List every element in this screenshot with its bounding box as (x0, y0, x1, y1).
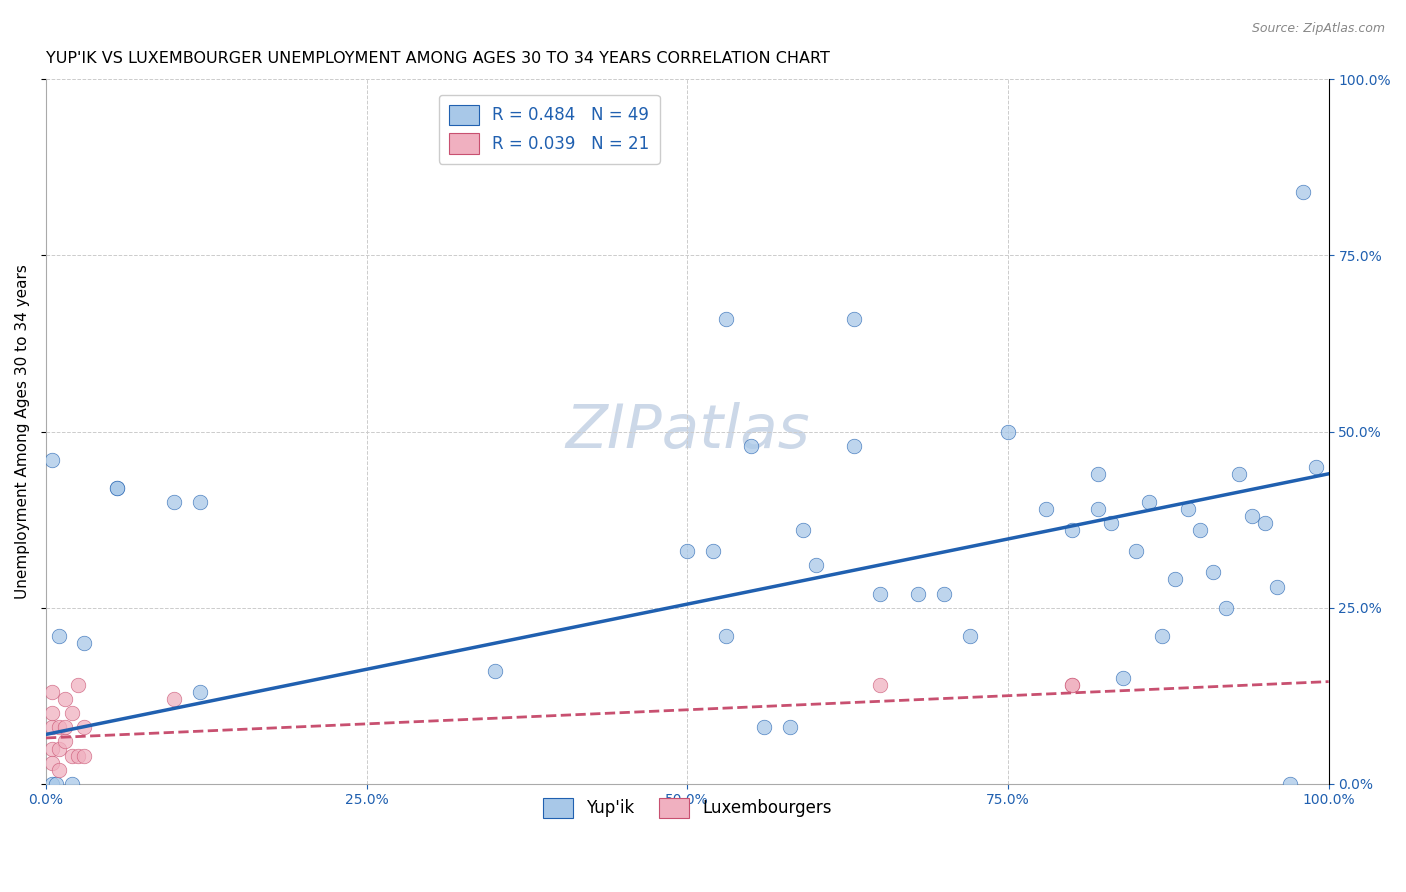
Point (842, 311, 865, 326)
Point (1164, 573, 1187, 587)
Point (188, 495, 211, 509)
Legend: Yup'ik, Luxembourgers: Yup'ik, Luxembourgers (536, 791, 839, 825)
Point (1137, 495, 1160, 509)
Point (1099, 516, 1122, 530)
Point (48, 720, 70, 734)
Point (1062, 678, 1084, 692)
Point (48, 763, 70, 777)
Point (163, 495, 186, 509)
Point (48, 741, 70, 756)
Point (1087, 467, 1109, 481)
Point (60, 777, 83, 791)
Point (67, 678, 90, 692)
Point (676, 544, 699, 558)
Point (163, 692, 186, 706)
Point (53, 720, 76, 734)
Y-axis label: Unemployment Among Ages 30 to 34 years: Unemployment Among Ages 30 to 34 years (15, 264, 30, 599)
Point (702, 544, 724, 558)
Point (53, 692, 76, 706)
Point (41, 756, 63, 770)
Point (1177, 502, 1199, 516)
Point (1253, 516, 1275, 530)
Point (1292, 185, 1315, 199)
Point (45, 777, 67, 791)
Point (932, 586, 955, 600)
Point (188, 685, 211, 699)
Point (1305, 459, 1327, 474)
Point (1035, 502, 1057, 516)
Point (48, 629, 70, 643)
Point (1227, 467, 1250, 481)
Point (53, 734, 76, 748)
Point (869, 678, 891, 692)
Text: YUP'IK VS LUXEMBOURGER UNEMPLOYMENT AMONG AGES 30 TO 34 YEARS CORRELATION CHART: YUP'IK VS LUXEMBOURGER UNEMPLOYMENT AMON… (46, 51, 830, 66)
Point (41, 720, 63, 734)
Point (73, 748, 96, 763)
Point (714, 629, 737, 643)
Point (779, 720, 801, 734)
Point (1125, 544, 1147, 558)
Point (842, 439, 865, 453)
Point (60, 748, 83, 763)
Point (1202, 566, 1225, 580)
Point (484, 664, 506, 678)
Point (1279, 777, 1302, 791)
Point (41, 452, 63, 467)
Point (73, 636, 96, 650)
Point (1150, 629, 1173, 643)
Point (1215, 600, 1237, 615)
Point (1087, 502, 1109, 516)
Point (1062, 523, 1084, 537)
Point (740, 439, 762, 453)
Point (41, 685, 63, 699)
Point (1062, 678, 1084, 692)
Point (41, 706, 63, 721)
Point (1112, 671, 1135, 685)
Point (67, 748, 90, 763)
Point (1240, 509, 1263, 524)
Point (41, 741, 63, 756)
Point (41, 777, 63, 791)
Point (907, 586, 929, 600)
Point (73, 720, 96, 734)
Point (714, 311, 737, 326)
Point (105, 481, 128, 495)
Point (804, 558, 827, 573)
Point (1265, 580, 1288, 594)
Point (792, 523, 814, 537)
Point (1189, 523, 1212, 537)
Point (105, 481, 128, 495)
Text: Source: ZipAtlas.com: Source: ZipAtlas.com (1251, 22, 1385, 36)
Point (869, 586, 891, 600)
Point (997, 425, 1019, 439)
Point (959, 629, 981, 643)
Point (754, 720, 776, 734)
Point (60, 706, 83, 721)
Text: ZIPatlas: ZIPatlas (565, 402, 810, 461)
